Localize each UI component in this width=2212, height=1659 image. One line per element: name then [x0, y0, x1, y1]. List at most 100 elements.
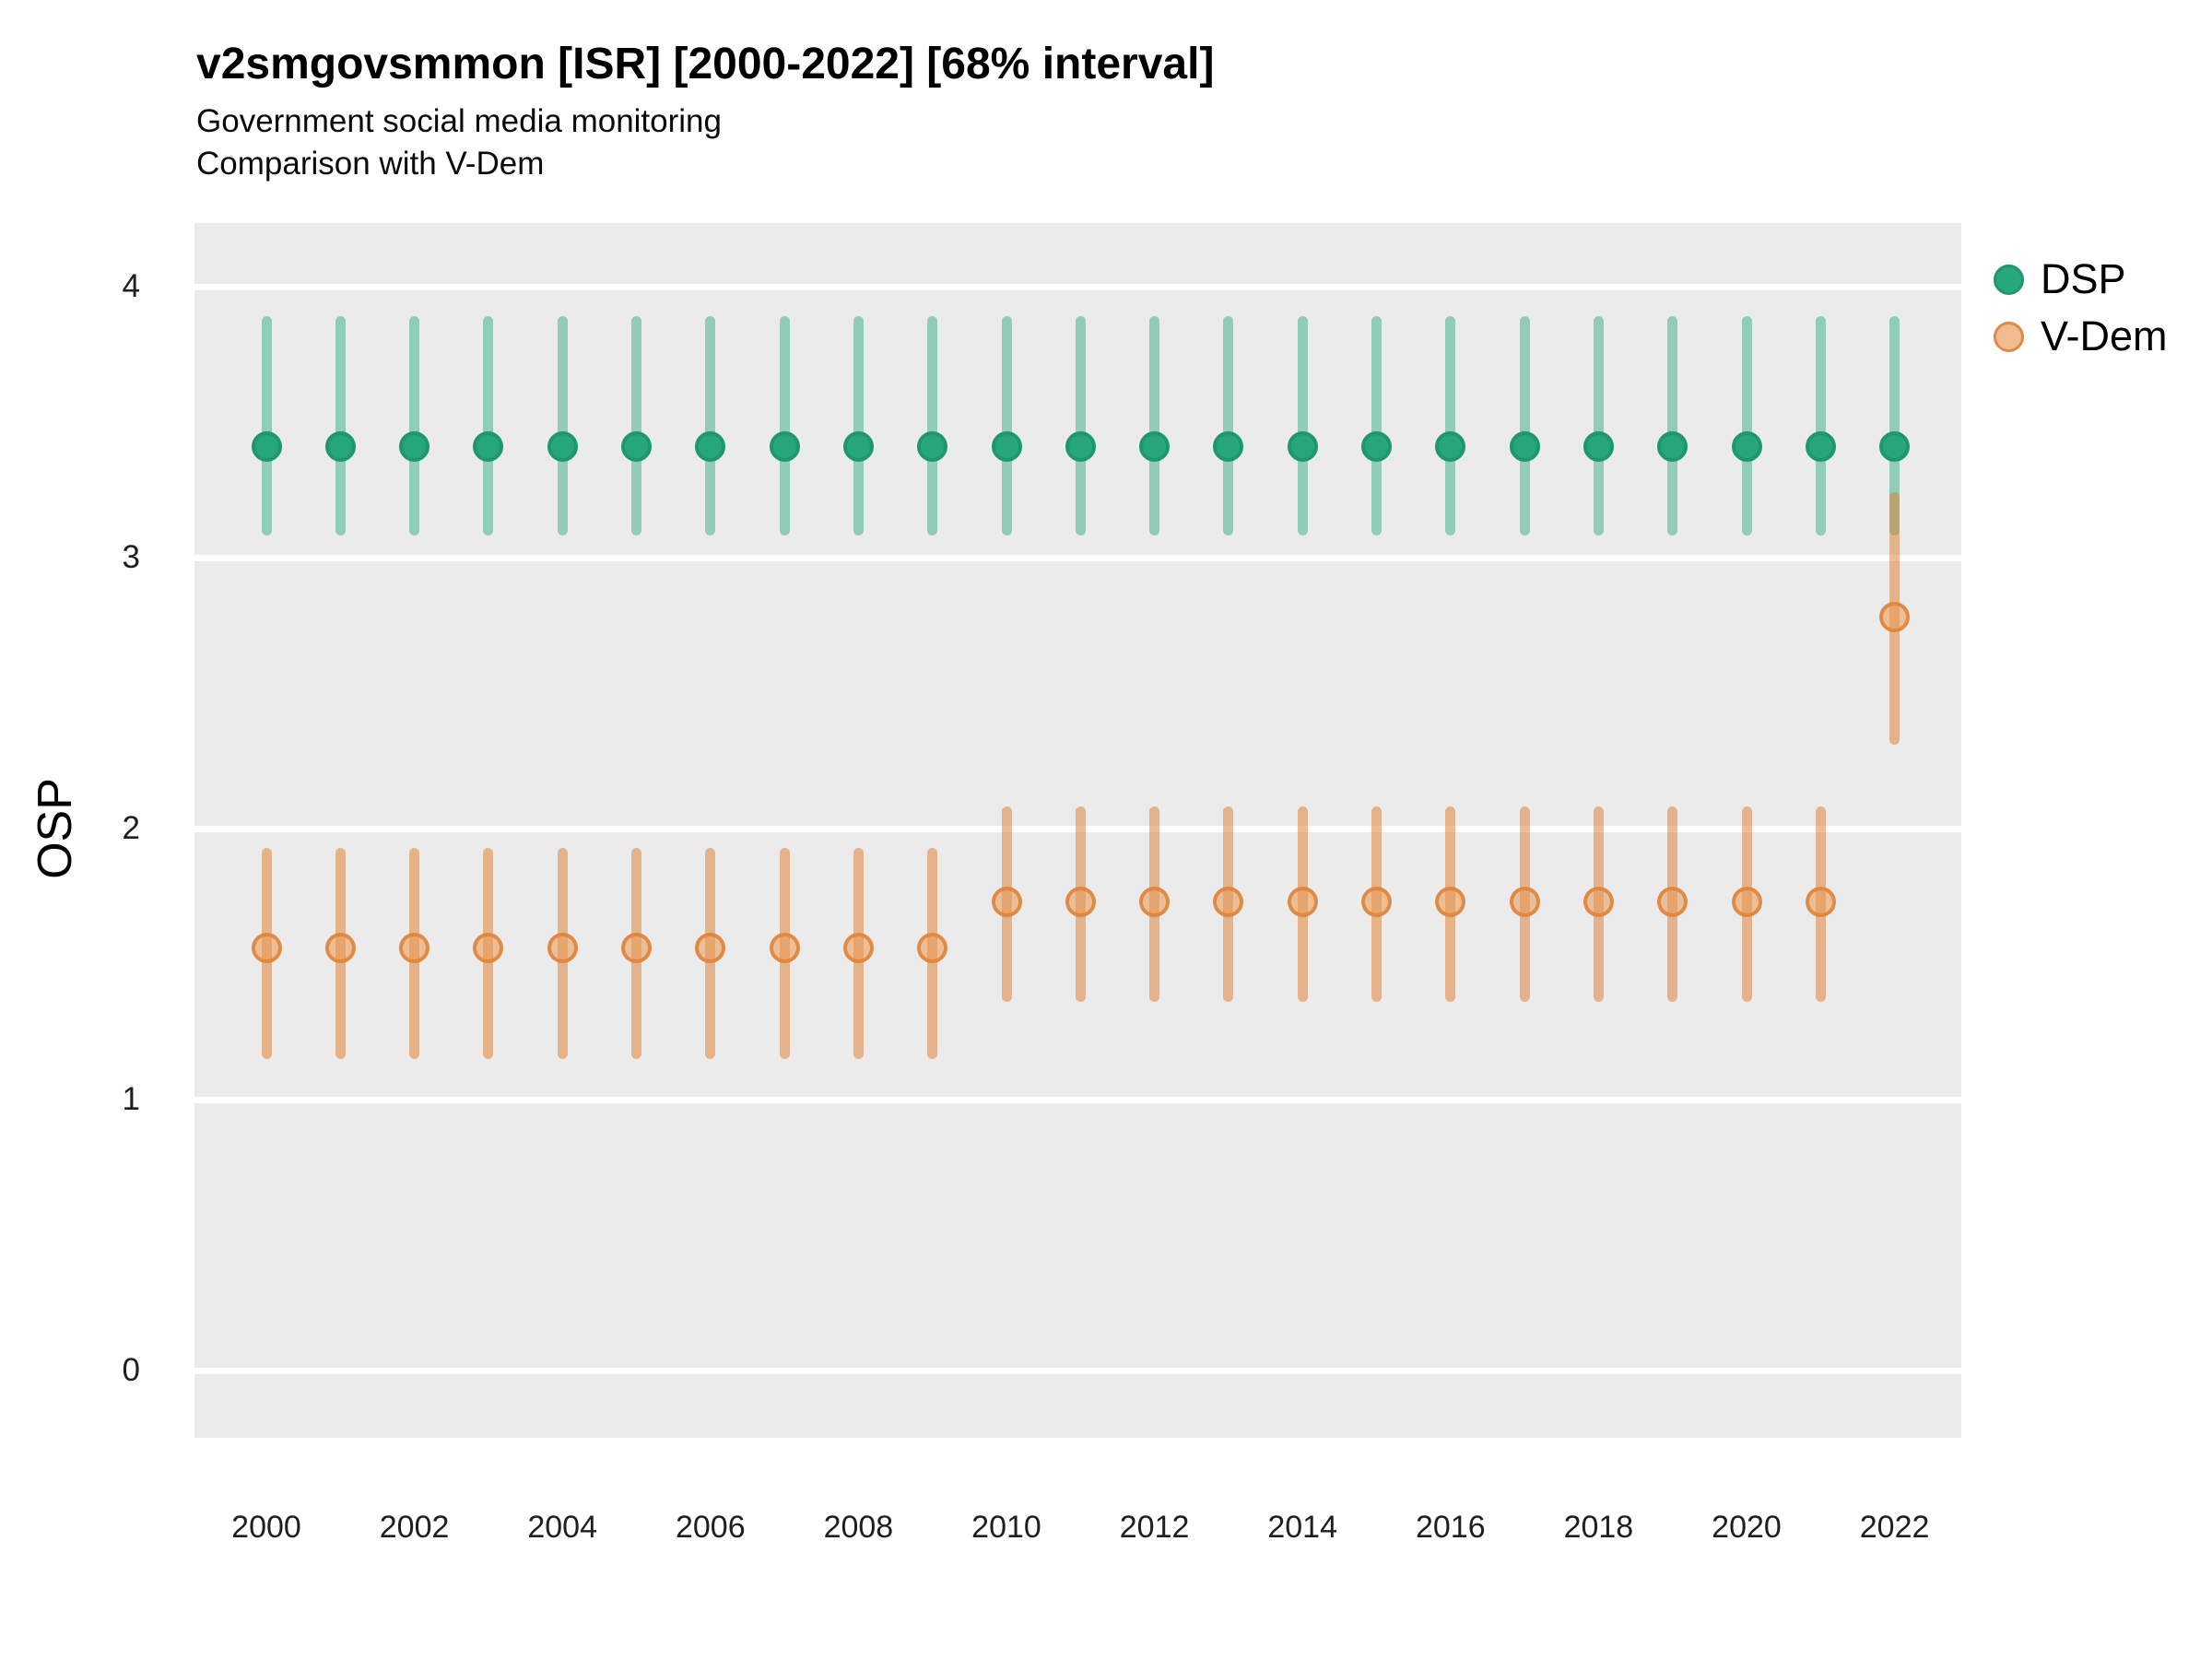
error-bar-dsp-2007	[779, 316, 790, 536]
error-bar-dsp-2016	[1445, 316, 1456, 536]
chart-subtitle-1: Government social media monitoring	[196, 103, 722, 139]
point-dsp-2012	[1139, 430, 1171, 462]
point-dsp-2017	[1509, 430, 1540, 462]
point-dsp-2020	[1731, 430, 1762, 462]
error-bar-dsp-2000	[261, 316, 272, 536]
error-bar-dsp-2014	[1297, 316, 1308, 536]
point-dsp-2011	[1065, 430, 1096, 462]
legend-label-dsp: DSP	[2041, 255, 2126, 302]
point-dsp-2009	[917, 430, 948, 462]
point-vdem-2013	[1213, 886, 1244, 917]
point-dsp-2000	[251, 430, 282, 462]
error-bar-dsp-2017	[1519, 316, 1530, 536]
gridline-y-4	[194, 283, 1961, 290]
point-vdem-2022	[1879, 602, 1911, 633]
error-bar-dsp-2021	[1815, 316, 1826, 536]
error-bar-dsp-2004	[557, 316, 568, 536]
point-vdem-2007	[769, 932, 800, 963]
x-tick-label-2012: 2012	[1119, 1510, 1190, 1545]
point-dsp-2021	[1805, 430, 1836, 462]
error-bar-dsp-2019	[1667, 316, 1678, 536]
chart-subtitle-2: Comparison with V-Dem	[196, 146, 545, 182]
point-dsp-2002	[399, 430, 430, 462]
x-tick-label-2010: 2010	[971, 1510, 1041, 1545]
y-tick-label-1: 1	[122, 1081, 140, 1117]
error-bar-dsp-2022	[1889, 316, 1900, 536]
error-bar-dsp-2005	[631, 316, 641, 536]
error-bar-dsp-2011	[1075, 316, 1086, 536]
point-vdem-2017	[1509, 886, 1540, 917]
point-dsp-2004	[547, 430, 578, 462]
legend-label-vdem: V-Dem	[2041, 312, 2168, 359]
legend-swatch-dsp	[1994, 264, 2024, 295]
point-vdem-2010	[991, 886, 1022, 917]
gridline-y-1	[194, 1096, 1961, 1103]
point-vdem-2002	[399, 932, 430, 963]
point-dsp-2003	[473, 430, 504, 462]
error-bar-dsp-2018	[1593, 316, 1604, 536]
point-dsp-2018	[1583, 430, 1614, 462]
x-tick-label-2022: 2022	[1859, 1510, 1930, 1545]
error-bar-dsp-2006	[705, 316, 716, 536]
point-vdem-2019	[1657, 886, 1688, 917]
point-dsp-2013	[1213, 430, 1244, 462]
y-tick-label-2: 2	[122, 810, 140, 846]
x-tick-label-2020: 2020	[1712, 1510, 1782, 1545]
point-dsp-2005	[621, 430, 652, 462]
point-dsp-2014	[1287, 430, 1318, 462]
point-dsp-2015	[1361, 430, 1392, 462]
point-vdem-2000	[251, 932, 282, 963]
error-bar-dsp-2013	[1223, 316, 1234, 536]
point-vdem-2009	[917, 932, 948, 963]
point-vdem-2018	[1583, 886, 1614, 917]
point-dsp-2016	[1435, 430, 1466, 462]
point-dsp-2001	[324, 430, 356, 462]
y-tick-label-3: 3	[122, 539, 140, 575]
point-dsp-2022	[1879, 430, 1911, 462]
error-bar-dsp-2015	[1371, 316, 1382, 536]
x-tick-label-2014: 2014	[1267, 1510, 1337, 1545]
y-tick-label-4: 4	[122, 268, 140, 304]
error-bar-dsp-2008	[853, 316, 864, 536]
point-dsp-2010	[991, 430, 1022, 462]
legend: DSP V-Dem	[1994, 258, 2168, 358]
point-vdem-2011	[1065, 886, 1096, 917]
x-tick-label-2008: 2008	[823, 1510, 894, 1545]
point-vdem-2004	[547, 932, 578, 963]
legend-swatch-vdem	[1994, 321, 2024, 352]
x-tick-label-2016: 2016	[1415, 1510, 1486, 1545]
error-bar-dsp-2010	[1001, 316, 1012, 536]
point-vdem-2021	[1805, 886, 1836, 917]
x-tick-label-2004: 2004	[527, 1510, 597, 1545]
point-dsp-2006	[695, 430, 726, 462]
error-bar-dsp-2003	[483, 316, 494, 536]
point-vdem-2014	[1287, 886, 1318, 917]
point-vdem-2001	[324, 932, 356, 963]
x-tick-label-2002: 2002	[379, 1510, 450, 1545]
gridline-y-0	[194, 1367, 1961, 1374]
point-vdem-2015	[1361, 886, 1392, 917]
point-vdem-2020	[1731, 886, 1762, 917]
gridline-y-3	[194, 554, 1961, 561]
point-vdem-2006	[695, 932, 726, 963]
error-bar-dsp-2001	[335, 316, 346, 536]
point-dsp-2019	[1657, 430, 1688, 462]
x-tick-label-2000: 2000	[231, 1510, 301, 1545]
legend-item-dsp: DSP	[1994, 258, 2168, 300]
error-bar-dsp-2020	[1741, 316, 1752, 536]
x-tick-label-2018: 2018	[1563, 1510, 1634, 1545]
x-tick-label-2006: 2006	[675, 1510, 746, 1545]
point-vdem-2016	[1435, 886, 1466, 917]
legend-item-vdem: V-Dem	[1994, 315, 2168, 358]
point-dsp-2007	[769, 430, 800, 462]
error-bar-dsp-2012	[1149, 316, 1160, 536]
error-bar-dsp-2002	[409, 316, 420, 536]
plot-panel	[194, 223, 1961, 1438]
point-vdem-2005	[621, 932, 652, 963]
point-dsp-2008	[842, 430, 874, 462]
point-vdem-2008	[842, 932, 874, 963]
chart-title: v2smgovsmmon [ISR] [2000-2022] [68% inte…	[196, 40, 1215, 88]
point-vdem-2012	[1139, 886, 1171, 917]
point-vdem-2003	[473, 932, 504, 963]
